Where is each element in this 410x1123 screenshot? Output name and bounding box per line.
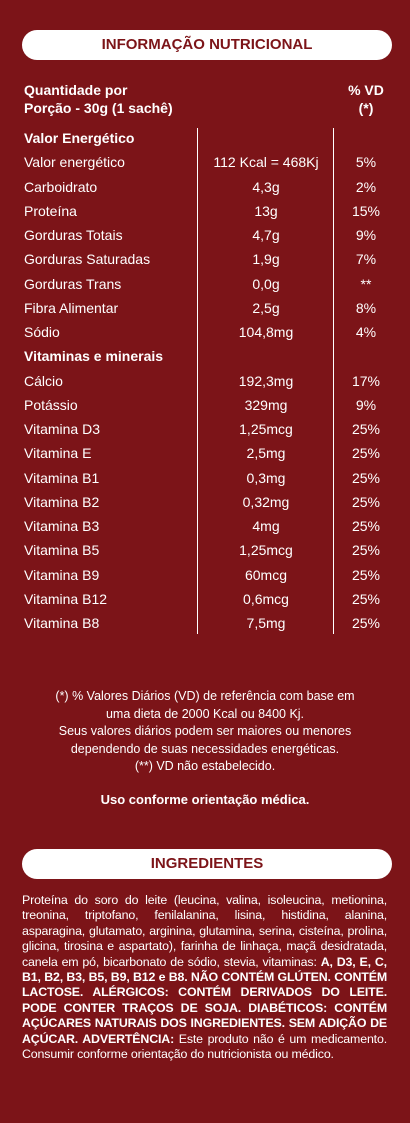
nutrient-name: Vitamina B3	[24, 518, 100, 534]
nutrient-name: Cálcio	[24, 372, 63, 389]
nutrient-name: Vitamina E	[24, 445, 92, 462]
nutrient-name: Gorduras Saturadas	[24, 251, 151, 268]
nutrient-amount: 112 Kcal = 468Kj	[213, 154, 319, 171]
nutrient-name: Vitamina B1	[24, 469, 100, 486]
nutrient-amount: 192,3mg	[238, 372, 294, 389]
vd-header: (*)	[358, 100, 374, 116]
nutrient-vd: 9%	[355, 396, 377, 413]
nutrient-name: Vitamina B2	[24, 493, 100, 510]
nutrient-amount: 1,25mcg	[239, 421, 293, 437]
nutrient-name: Gorduras Trans	[24, 275, 122, 292]
nutrient-amount: 104,8mg	[238, 324, 294, 340]
nutrition-title: INFORMAÇÃO NUTRICIONAL	[22, 30, 392, 60]
nutrient-name: Fibra Alimentar	[24, 299, 119, 316]
nutrient-amount: 7,5mg	[246, 615, 286, 631]
nutrient-vd: 25%	[351, 493, 381, 510]
nutrient-vd: 25%	[351, 445, 381, 462]
nutrient-amount: 0,3mg	[246, 469, 286, 486]
nutrient-vd: 25%	[351, 469, 381, 486]
nutrient-vd: 2%	[355, 178, 377, 195]
footnote: uma dieta de 2000 Kcal ou 8400 Kj.	[105, 706, 305, 721]
nutrient-amount: 2,5mg	[246, 445, 286, 462]
divider	[197, 128, 198, 634]
nutrient-name: Vitamina B5	[24, 542, 100, 559]
ingredients-text: Proteína do soro do leite (leucina, vali…	[22, 893, 387, 1062]
nutrient-name: Vitamina B9	[24, 566, 100, 583]
nutrient-name: Sódio	[24, 324, 60, 340]
ingredients-segment: A, D3, E, C, B1, B2, B3, B5, B9, B12 e B…	[22, 954, 387, 1046]
nutrient-vd: 25%	[351, 421, 381, 437]
footnote: (**) VD não estabelecido.	[134, 759, 276, 773]
footnote: dependendo de suas necessidades energéti…	[70, 741, 340, 756]
nutrient-amount: 1,9g	[252, 251, 280, 268]
nutrient-name: Valor energético	[24, 154, 125, 171]
nutrient-amount: 0,6mcg	[243, 590, 289, 607]
nutrient-amount: 60mcg	[244, 566, 288, 583]
nutrient-name: Carboidrato	[24, 178, 98, 195]
nutrient-vd: 25%	[351, 518, 381, 534]
nutrient-amount: 329mg	[244, 396, 288, 413]
ingredients-title: INGREDIENTES	[22, 849, 392, 879]
nutrient-amount: 1,25mcg	[239, 542, 293, 559]
nutrient-vd: 25%	[351, 566, 381, 583]
nutrient-name: Potássio	[24, 396, 78, 413]
portion-header: Porção - 30g (1 sachê)	[24, 100, 173, 116]
nutrient-amount: 4,3g	[252, 178, 280, 195]
nutrient-name: Vitamina B12	[24, 590, 108, 607]
nutrient-name: Proteína	[24, 202, 77, 219]
nutrient-vd: 9%	[355, 227, 377, 243]
nutrient-vd: **	[360, 275, 372, 292]
nutrient-name: Vitamina B8	[24, 615, 100, 631]
usage-note: Uso conforme orientação médica.	[100, 792, 310, 807]
nutrient-vd: 4%	[355, 324, 377, 340]
divider	[333, 128, 334, 634]
vd-header: % VD	[348, 82, 384, 98]
ingredients-segment: Este produto não é um medicamento. Consu…	[22, 1031, 388, 1062]
footnote: Seus valores diários podem ser maiores o…	[58, 724, 352, 738]
nutrient-name: Vitamina D3	[24, 421, 101, 437]
footnote: (*) % Valores Diários (VD) de referência…	[55, 689, 355, 703]
nutrient-vd: 25%	[351, 615, 381, 631]
nutrient-amount: 0,32mg	[242, 493, 290, 510]
nutrient-amount: 4,7g	[252, 227, 280, 243]
nutrient-vd: 5%	[355, 154, 377, 171]
ingredients-segment: Proteína do soro do leite (leucina, vali…	[22, 893, 387, 969]
nutrient-vd: 25%	[351, 542, 381, 559]
nutrient-vd: 15%	[351, 202, 381, 219]
nutrient-vd: 25%	[351, 590, 381, 607]
nutrient-name: Gorduras Totais	[24, 227, 123, 243]
section-title: Vitaminas e minerais	[24, 348, 164, 365]
nutrient-amount: 0,0g	[252, 275, 280, 292]
nutrient-amount: 13g	[254, 202, 278, 219]
nutrient-amount: 2,5g	[252, 299, 280, 316]
nutrient-vd: 7%	[355, 251, 377, 268]
portion-header: Quantidade por	[24, 82, 128, 98]
nutrient-vd: 17%	[351, 372, 381, 389]
nutrient-vd: 8%	[355, 299, 377, 316]
section-title: Valor Energético	[24, 130, 135, 146]
nutrient-amount: 4mg	[252, 518, 280, 534]
